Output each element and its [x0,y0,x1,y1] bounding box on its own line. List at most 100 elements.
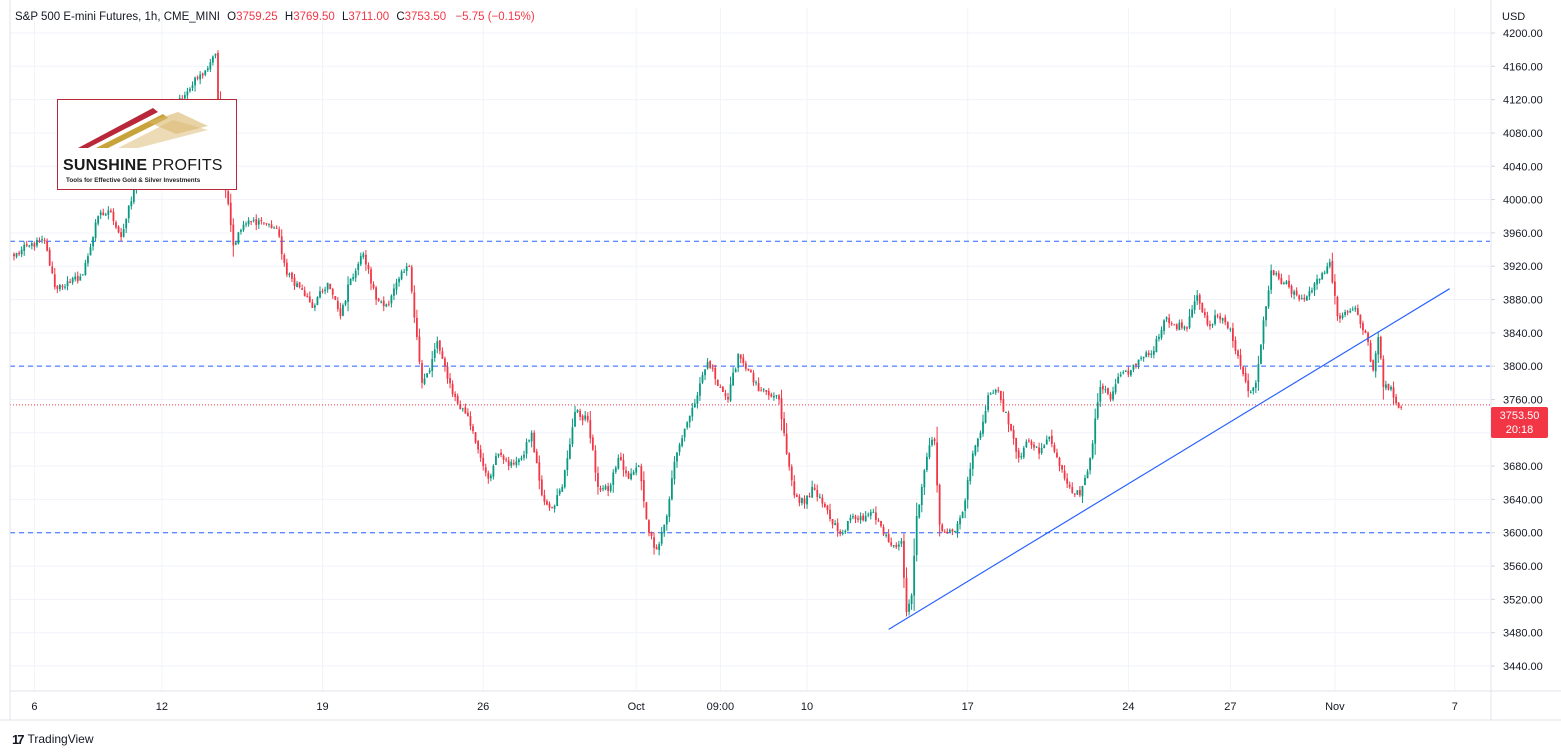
y-tick-label: 3760.00 [1503,394,1543,406]
candle-body [263,222,265,224]
candle-body [1188,316,1191,328]
open-value: 3759.25 [236,11,278,23]
candle-body [1109,393,1112,400]
candle-body [336,300,339,309]
candle-body [655,546,658,550]
candle-body [395,282,398,290]
candle-body [69,281,71,283]
candle-body [1318,278,1321,281]
candle-body [1147,352,1150,356]
candle-body [449,378,451,384]
candle-body [1346,311,1349,313]
candle-body [1025,441,1028,448]
candle-body [403,271,406,273]
candle-body [795,495,798,497]
candle-body [846,521,849,531]
candle-body [416,317,418,338]
candle-body [329,283,332,289]
candle-body [1022,448,1025,458]
candle-body [245,223,247,225]
candle-body [1007,412,1010,425]
candle-body [553,505,556,509]
candle-body [428,370,431,373]
candle-body [627,472,630,479]
candle-body [183,95,186,99]
y-tick-label: 3640.00 [1503,494,1543,506]
candle-body [242,224,245,231]
candle-body [1305,296,1308,301]
candle-body [714,367,717,379]
candle-body [1344,312,1346,315]
candle-body [372,284,375,288]
candle-body [196,77,199,79]
y-tick-label: 3680.00 [1503,461,1543,473]
candle-body [418,336,421,362]
x-tick-label: 10 [801,701,813,713]
candle-body [252,220,255,222]
candle-body [303,290,306,297]
candle-body [87,256,89,264]
candle-body [38,240,41,242]
candle-body [885,534,887,536]
candle-body [1221,318,1224,321]
candle-body [71,278,74,283]
candle-body [354,270,357,278]
candle-body [959,517,961,525]
candle-body [1142,356,1145,359]
candle-body [688,415,691,423]
candle-body [788,453,791,467]
candle-body [1203,312,1206,316]
candle-body [892,545,895,547]
candle-body [204,70,207,75]
candle-body [1183,326,1186,329]
candle-body [234,242,237,245]
candle-body [1336,297,1339,317]
candle-body [961,511,964,519]
candle-body [97,216,100,224]
candle-body [393,288,395,296]
candle-body [979,432,982,439]
candle-body [311,302,314,308]
candle-body [199,74,202,80]
tradingview-footer[interactable]: 17 TradingView [12,730,94,748]
candle-body [597,473,599,487]
candle-body [1168,317,1171,324]
candle-body [66,281,69,287]
candle-body [321,291,324,293]
candle-body [640,466,643,482]
candle-body [1275,273,1278,275]
candle-body [1265,306,1267,321]
candle-body [1073,493,1076,495]
candle-body [1267,290,1270,307]
candle-body [923,470,926,488]
candle-body [1298,295,1301,300]
candle-body [915,516,918,555]
candle-body [1015,437,1018,452]
candle-body [382,300,385,307]
candle-body [581,415,584,421]
candle-body [642,480,645,502]
candle-body [1351,309,1354,311]
candle-body [1237,350,1239,357]
candle-body [518,459,520,463]
candle-body [53,274,56,288]
x-tick-label: 17 [962,701,974,713]
candle-body [936,442,938,486]
candle-body [798,496,801,503]
candle-body [920,486,923,506]
candle-body [375,287,377,300]
candle-body [189,88,191,91]
candle-body [1367,332,1369,343]
candle-body [247,220,250,225]
candle-body [352,277,355,280]
candle-body [561,486,564,492]
candle-body [992,392,995,394]
candle-body [1150,353,1153,355]
candle-body [895,544,898,548]
candle-body [92,236,94,247]
candle-body [1272,270,1275,275]
candle-body [747,368,750,371]
low-value: 3711.00 [348,11,390,23]
currency-label[interactable]: USD [1502,11,1526,23]
